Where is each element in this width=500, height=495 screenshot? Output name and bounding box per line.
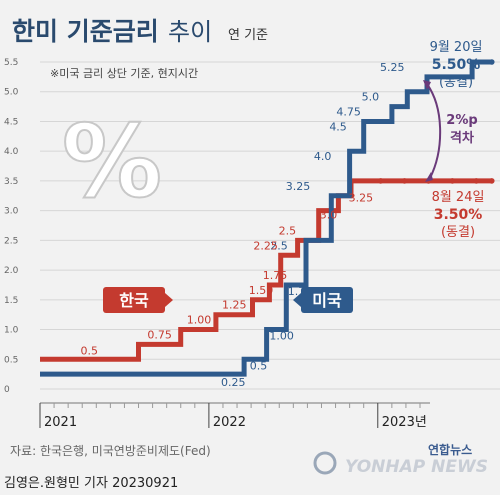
gap-brace bbox=[426, 83, 442, 179]
us-step-label: 4.0 bbox=[314, 150, 332, 163]
us-step-label: 4.75 bbox=[336, 106, 361, 119]
y-tick-label: 0 bbox=[4, 385, 10, 395]
gap-value: 2%p bbox=[446, 113, 477, 128]
us-step-label: 3.25 bbox=[286, 180, 311, 193]
korea-end-value: 3.50% bbox=[434, 207, 483, 223]
yonhap-logo: 연합뉴스 YONHAP NEWS bbox=[313, 442, 488, 477]
gap-label: 격차 bbox=[450, 130, 474, 146]
source-text: 자료: 한국은행, 미국연방준비제도(Fed) bbox=[10, 443, 211, 458]
percent-decor-icon: % bbox=[62, 103, 162, 220]
y-tick-label: 4.5 bbox=[4, 117, 18, 127]
step-labels: 0.25 0.5 1.00 1.75 2.5 3.25 4.0 4.54.755.0 5.25 0… bbox=[81, 61, 405, 389]
us-end-annotation: 9월 20일 5.50% (동결) bbox=[430, 40, 483, 90]
korea-end-annotation: 8월 24일 3.50% (동결) bbox=[432, 190, 485, 240]
korea-hold-dot bbox=[473, 178, 480, 184]
x-tick-label: 2023년 bbox=[382, 415, 427, 430]
page-title-suffix: 추이 bbox=[168, 18, 212, 46]
yonhap-logo-en: YONHAP NEWS bbox=[345, 457, 488, 477]
us-end-dot bbox=[488, 59, 495, 65]
us-step-label: 5.0 bbox=[362, 91, 380, 104]
chart-note: ※미국 금리 상단 기준, 현지시간 bbox=[50, 67, 198, 80]
us-end-date: 9월 20일 bbox=[430, 40, 483, 55]
korea-step-label: 0.5 bbox=[81, 345, 99, 358]
korea-end-dot bbox=[488, 178, 495, 184]
credit-text: 김영은.원형민 기자 20230921 bbox=[4, 476, 178, 491]
gap-annotation: 2%p 격차 bbox=[423, 80, 478, 182]
y-tick-label: 5.0 bbox=[4, 88, 19, 98]
korea-step-label: 3.25 bbox=[349, 192, 374, 205]
yonhap-logo-icon bbox=[313, 451, 337, 475]
y-tick-label: 5.5 bbox=[4, 58, 18, 68]
us-step-label: 0.5 bbox=[250, 359, 268, 372]
us-end-value: 5.50% bbox=[432, 57, 481, 73]
y-tick-label: 3.5 bbox=[4, 177, 18, 187]
y-tick-label: 2.0 bbox=[4, 266, 19, 276]
legend-us-pointer bbox=[293, 293, 301, 307]
legend-korea-label: 한국 bbox=[119, 291, 149, 310]
yonhap-logo-kr: 연합뉴스 bbox=[428, 442, 472, 457]
legend-korea-box bbox=[103, 287, 165, 313]
x-tick-label: 2022 bbox=[213, 415, 246, 430]
korea-step-label: 2.25 bbox=[253, 239, 278, 252]
y-tick-label: 4.0 bbox=[4, 147, 19, 157]
korea-series-line bbox=[40, 178, 492, 362]
page-title: 한미 기준금리 bbox=[12, 17, 159, 46]
y-tick-label: 1.5 bbox=[4, 296, 18, 306]
us-step-label: 1.00 bbox=[269, 330, 294, 343]
korea-step-label: 1.25 bbox=[222, 299, 247, 312]
y-tick-label: 3.0 bbox=[4, 207, 19, 217]
legend-korea: 한국 bbox=[103, 287, 173, 313]
korea-hold-dot bbox=[401, 178, 408, 184]
korea-step-label: 0.75 bbox=[147, 328, 172, 341]
us-step-label: 4.5 bbox=[329, 120, 347, 133]
korea-end-status: (동결) bbox=[441, 225, 475, 240]
us-step-label: 2.5 bbox=[270, 239, 288, 252]
korea-step-label: 2.5 bbox=[279, 224, 297, 237]
unit-label: 연 기준 bbox=[228, 28, 268, 43]
korea-hold-dot bbox=[377, 178, 384, 184]
gap-brace-arrow-top bbox=[423, 80, 431, 90]
korea-hold-dot bbox=[449, 178, 456, 184]
legend-us: 미국 bbox=[293, 287, 353, 313]
korea-end-date: 8월 24일 bbox=[432, 190, 485, 205]
korea-step-label: 3.0 bbox=[320, 208, 338, 221]
x-tick-label: 2021 bbox=[44, 415, 77, 430]
legend-korea-pointer bbox=[165, 293, 173, 307]
y-tick-label: 1.0 bbox=[4, 326, 19, 336]
us-end-status: (동결) bbox=[439, 75, 473, 90]
us-step-label: 0.25 bbox=[221, 376, 246, 389]
korea-step-label: 1.75 bbox=[263, 269, 288, 282]
x-axis: 2021 2022 2023년 bbox=[39, 402, 430, 430]
y-tick-label: 0.5 bbox=[4, 355, 18, 365]
y-axis: 0 0.5 1.0 1.5 2.0 2.5 3.0 3.5 4.0 4.5 5.0 5.5 bbox=[4, 58, 19, 395]
legend-us-box bbox=[301, 287, 353, 313]
korea-step-label: 1.50 bbox=[249, 284, 274, 297]
korea-step-label: 1.00 bbox=[187, 314, 212, 327]
us-step-label: 5.25 bbox=[380, 61, 405, 74]
legend-us-label: 미국 bbox=[312, 291, 342, 310]
y-tick-label: 2.5 bbox=[4, 236, 18, 246]
gap-brace-arrow-bottom bbox=[425, 172, 433, 182]
